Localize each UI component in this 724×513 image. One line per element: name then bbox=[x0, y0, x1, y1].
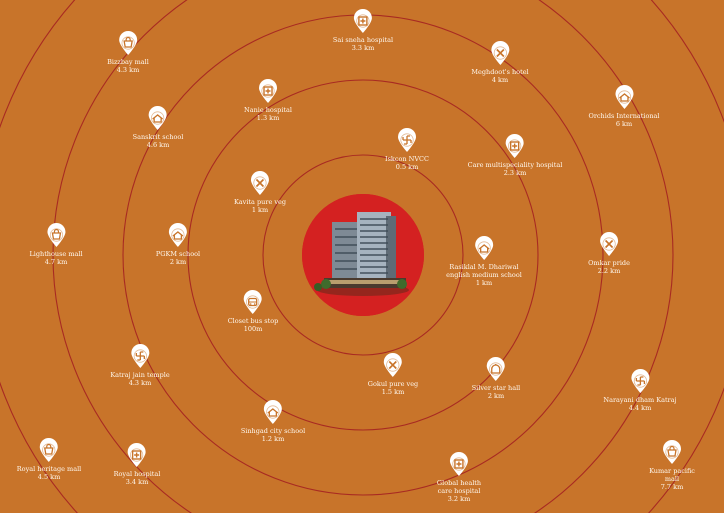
place-marker-orchids-international[interactable]: Orchids International 6 km bbox=[588, 84, 660, 128]
place-name: Global health care hospital bbox=[436, 479, 482, 495]
school-icon bbox=[615, 85, 633, 109]
place-name: PGKM school bbox=[155, 250, 201, 258]
place-distance: 4.4 km bbox=[628, 404, 652, 412]
place-distance: 2 km bbox=[487, 392, 505, 400]
place-name: Iskcon NVCC bbox=[385, 155, 429, 163]
place-marker-sanskrit-school[interactable]: Sanskrit school 4.6 km bbox=[132, 105, 184, 149]
temple-icon bbox=[397, 128, 416, 152]
place-marker-bizzbay-mall[interactable]: Bizzbay mall 4.3 km bbox=[107, 30, 149, 74]
place-distance: 3.2 km bbox=[447, 495, 471, 503]
school-icon bbox=[264, 400, 282, 424]
place-marker-royal-heritage-mall[interactable]: Royal heritage mall 4.5 km bbox=[17, 437, 81, 481]
school-icon bbox=[475, 236, 493, 260]
temple-icon bbox=[631, 369, 649, 393]
bus-icon bbox=[243, 290, 262, 314]
temple-icon bbox=[131, 344, 149, 368]
place-distance: 4.7 km bbox=[44, 258, 68, 266]
place-name: Royal hospital bbox=[113, 470, 161, 478]
restaurant-icon bbox=[251, 171, 269, 195]
mall-icon bbox=[39, 438, 58, 462]
place-distance: 7.7 km bbox=[660, 483, 684, 491]
place-distance: 4.3 km bbox=[116, 66, 140, 74]
place-marker-narayani-dham[interactable]: Narayani dham Katraj 4.4 km bbox=[603, 368, 677, 412]
place-name: Narayani dham Katraj bbox=[603, 396, 677, 404]
hall-icon bbox=[487, 357, 505, 381]
place-marker-katraj-jain-temple[interactable]: Katraj jain temple 4.3 km bbox=[110, 343, 170, 387]
school-icon bbox=[169, 223, 187, 247]
place-name: Bizzbay mall bbox=[107, 58, 149, 66]
place-marker-nanie-hospital[interactable]: Nanie hospital 1.3 km bbox=[244, 78, 292, 122]
place-distance: 3.3 km bbox=[351, 44, 375, 52]
hospital-icon bbox=[354, 9, 372, 33]
place-marker-closet-bus-stop[interactable]: Closet bus stop 100m bbox=[227, 289, 279, 333]
place-distance: 4.3 km bbox=[128, 379, 152, 387]
hospital-icon bbox=[506, 134, 524, 158]
place-name: Kavita pure veg bbox=[233, 198, 287, 206]
place-name: Meghdoot's hotel bbox=[471, 68, 529, 76]
place-name: Lighthouse mall bbox=[29, 250, 83, 258]
place-marker-gokul-pure-veg[interactable]: Gokul pure veg 1.5 km bbox=[368, 352, 418, 396]
place-distance: 2 km bbox=[169, 258, 187, 266]
place-name: Care multispeciality hospital bbox=[467, 161, 563, 169]
distance-ring bbox=[187, 79, 539, 431]
place-marker-meghdoots-hotel[interactable]: Meghdoot's hotel 4 km bbox=[471, 40, 529, 84]
place-marker-kavita-pure-veg[interactable]: Kavita pure veg 1 km bbox=[234, 170, 286, 214]
hospital-icon bbox=[128, 443, 146, 467]
hospital-icon bbox=[450, 452, 468, 476]
mall-icon bbox=[663, 440, 681, 464]
place-distance: 3.4 km bbox=[125, 478, 149, 486]
project-building-image bbox=[302, 194, 424, 316]
place-name: Closet bus stop bbox=[227, 317, 279, 325]
distance-ring bbox=[52, 0, 674, 513]
place-marker-royal-hospital[interactable]: Royal hospital 3.4 km bbox=[113, 442, 161, 486]
mall-icon bbox=[119, 31, 137, 55]
place-distance: 6 km bbox=[615, 120, 633, 128]
place-name: Royal heritage mall bbox=[16, 465, 82, 473]
place-distance: 4.6 km bbox=[146, 141, 170, 149]
hospital-icon bbox=[258, 79, 277, 103]
place-marker-global-health[interactable]: Global health care hospital 3.2 km bbox=[437, 451, 481, 503]
place-distance: 1.5 km bbox=[381, 388, 405, 396]
place-distance: 2.2 km bbox=[597, 267, 621, 275]
place-marker-rasiklal-dhariwal[interactable]: Rasiklal M. Dhariwal english medium scho… bbox=[446, 235, 522, 287]
place-name: Sanskrit school bbox=[132, 133, 184, 141]
place-marker-omkar-pride[interactable]: Omkar pride 2.2 km bbox=[588, 231, 630, 275]
distance-ring bbox=[262, 154, 464, 356]
place-marker-pgkm-school[interactable]: PGKM school 2 km bbox=[156, 222, 200, 266]
place-marker-silver-star-hall[interactable]: Silver star hall 2 km bbox=[471, 356, 521, 400]
place-name: Silver star hall bbox=[471, 384, 521, 392]
place-name: Orchids International bbox=[588, 112, 660, 120]
place-name: Kumar pacific mall bbox=[649, 467, 695, 483]
place-distance: 0.5 km bbox=[395, 163, 419, 171]
place-marker-care-multispeciality[interactable]: Care multispeciality hospital 2.3 km bbox=[467, 133, 563, 177]
place-name: Gokul pure veg bbox=[367, 380, 419, 388]
mall-icon bbox=[47, 223, 65, 247]
school-icon bbox=[148, 106, 167, 130]
place-name: Omkar pride bbox=[588, 259, 630, 267]
restaurant-icon bbox=[384, 353, 402, 377]
place-distance: 1.3 km bbox=[256, 114, 280, 122]
restaurant-icon bbox=[491, 41, 509, 65]
place-distance: 1 km bbox=[251, 206, 269, 214]
place-marker-kumar-pacific-mall[interactable]: Kumar pacific mall 7.7 km bbox=[646, 439, 698, 491]
restaurant-icon bbox=[600, 232, 618, 256]
place-marker-iskcon-nvcc[interactable]: Iskcon NVCC 0.5 km bbox=[385, 127, 429, 171]
place-name: Sinhgad city school bbox=[240, 427, 306, 435]
place-distance: 4.5 km bbox=[37, 473, 61, 481]
place-marker-lighthouse-mall[interactable]: Lighthouse mall 4.7 km bbox=[29, 222, 83, 266]
building-icon bbox=[302, 194, 424, 316]
place-distance: 1 km bbox=[475, 279, 493, 287]
place-name: Sai sneha hospital bbox=[332, 36, 394, 44]
place-distance: 100m bbox=[243, 325, 263, 333]
place-marker-sinhgad-city-school[interactable]: Sinhgad city school 1.2 km bbox=[241, 399, 305, 443]
place-marker-sai-sneha-hospital[interactable]: Sai sneha hospital 3.3 km bbox=[333, 8, 393, 52]
place-name: Rasiklal M. Dhariwal english medium scho… bbox=[446, 263, 522, 279]
place-distance: 4 km bbox=[491, 76, 509, 84]
place-name: Katraj jain temple bbox=[110, 371, 170, 379]
place-name: Nanie hospital bbox=[244, 106, 292, 114]
place-distance: 1.2 km bbox=[261, 435, 285, 443]
place-distance: 2.3 km bbox=[503, 169, 527, 177]
